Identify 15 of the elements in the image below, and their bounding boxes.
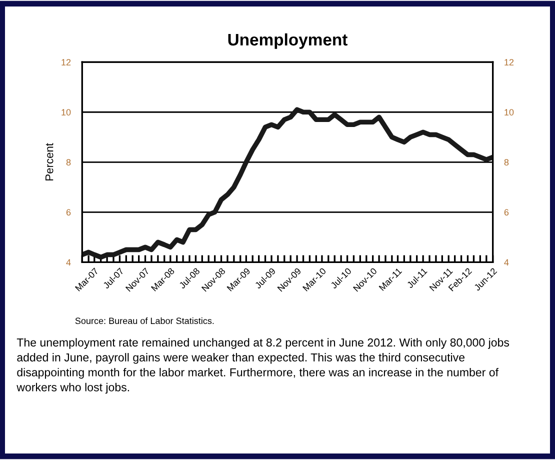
y-axis-title: Percent	[45, 143, 54, 180]
y2-tick-label: 6	[504, 209, 509, 216]
line-series	[82, 107, 493, 260]
text: The unemployment rate remained unchanged at 8.2 percent in June 2012. With only 80,000 jobs added in June, payroll gains were weaker than expected. This was the third consecutive disappointing month for the labor market. Furthermore, there was an increase in the number of workers who lost jobs.	[16, 338, 510, 394]
y2-tick-label: 4	[504, 259, 509, 266]
chart-title: Unemployment	[228, 33, 348, 49]
y2-tick-label: 12	[504, 59, 514, 66]
y-tick-label: 12	[62, 59, 71, 66]
source-note: Source: Bureau of Labor Statistics.	[75, 317, 214, 324]
y2-tick-label: 10	[504, 109, 514, 116]
y-tick-label: 10	[62, 109, 71, 116]
y2-tick-label: 8	[504, 159, 509, 166]
y-tick-label: 4	[66, 259, 71, 266]
y-tick-label: 8	[66, 159, 71, 166]
y-tick-label: 6	[66, 209, 71, 216]
